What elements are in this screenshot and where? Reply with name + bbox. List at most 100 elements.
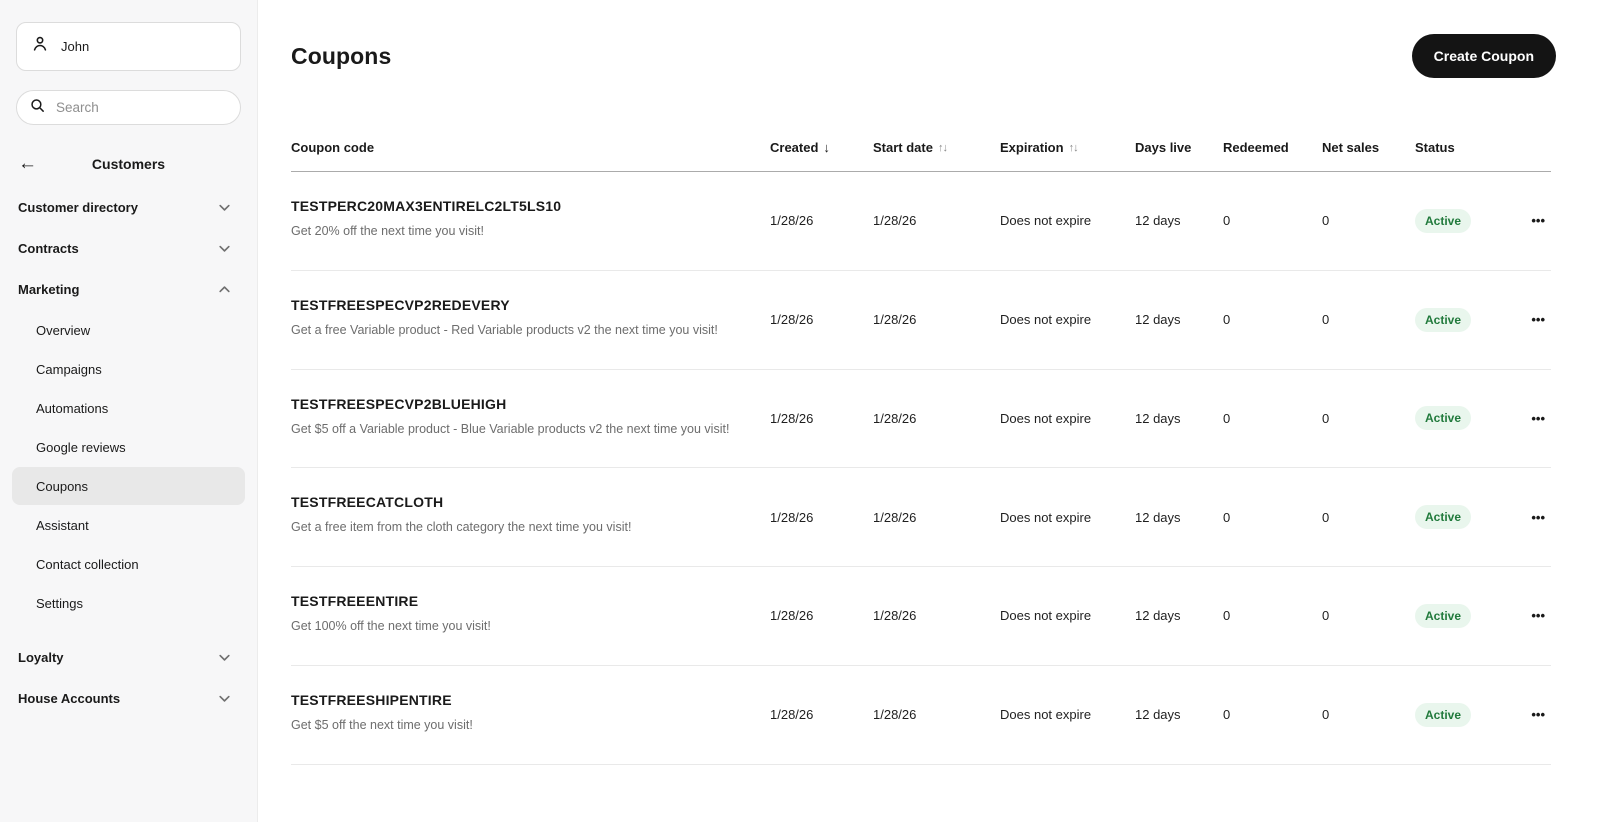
- sort-desc-icon: ↓: [823, 140, 830, 155]
- row-overflow-menu-icon[interactable]: •••: [1531, 213, 1545, 229]
- start-date: 1/28/26: [873, 509, 917, 525]
- coupon-code: TESTFREESPECVP2REDEVERY: [291, 296, 510, 313]
- expiration: Does not expire: [1000, 410, 1092, 426]
- start-date: 1/28/26: [873, 707, 917, 723]
- main-content: Coupons Create Coupon Coupon code Create…: [258, 0, 1620, 822]
- sidebar-item-settings[interactable]: Settings: [36, 595, 83, 611]
- created-date: 1/28/26: [770, 707, 814, 723]
- created-date: 1/28/26: [770, 608, 814, 624]
- net-sales: 0: [1322, 707, 1330, 723]
- net-sales: 0: [1322, 509, 1330, 525]
- expiration: Does not expire: [1000, 213, 1092, 229]
- sidebar-item-contracts[interactable]: Contracts: [16, 228, 241, 269]
- row-overflow-menu-icon[interactable]: •••: [1531, 509, 1545, 525]
- user-icon: [30, 34, 50, 59]
- days-live: 12 days: [1135, 213, 1181, 229]
- days-live: 12 days: [1135, 707, 1181, 723]
- column-header-created[interactable]: Created ↓: [770, 140, 830, 155]
- sidebar-section-title: Customers: [91, 156, 166, 172]
- coupon-description: Get 20% off the next time you visit!: [291, 224, 484, 238]
- table-row[interactable]: TESTFREESPECVP2BLUEHIGH Get $5 off a Var…: [291, 370, 1551, 469]
- search-box[interactable]: [16, 90, 241, 125]
- sort-both-icon: ↑↓: [1068, 141, 1079, 154]
- back-arrow-icon[interactable]: ←: [18, 153, 37, 174]
- created-date: 1/28/26: [770, 509, 814, 525]
- start-date: 1/28/26: [873, 608, 917, 624]
- row-overflow-menu-icon[interactable]: •••: [1531, 410, 1545, 426]
- coupon-description: Get $5 off a Variable product - Blue Var…: [291, 421, 730, 436]
- status-badge: Active: [1415, 406, 1472, 431]
- search-input[interactable]: [56, 100, 228, 115]
- chevron-up-icon: [218, 283, 231, 296]
- days-live: 12 days: [1135, 509, 1181, 525]
- sidebar-item-contact-collection[interactable]: Contact collection: [36, 556, 139, 572]
- row-overflow-menu-icon[interactable]: •••: [1531, 608, 1545, 624]
- sidebar-item-overview[interactable]: Overview: [36, 322, 91, 338]
- row-overflow-menu-icon[interactable]: •••: [1531, 707, 1545, 723]
- coupon-code: TESTFREEENTIRE: [291, 593, 419, 609]
- coupons-table: Coupon code Created ↓ Start date ↑↓ Expi…: [291, 140, 1551, 765]
- chevron-down-icon: [218, 651, 231, 664]
- start-date: 1/28/26: [873, 312, 917, 328]
- created-date: 1/28/26: [770, 410, 814, 426]
- sidebar: John ← Customers Customer directory: [0, 0, 258, 822]
- page-title: Coupons: [291, 42, 392, 69]
- user-account-button[interactable]: John: [16, 22, 241, 71]
- table-row[interactable]: TESTFREEENTIRE Get 100% off the next tim…: [291, 567, 1551, 666]
- sidebar-item-marketing[interactable]: Marketing: [16, 269, 241, 310]
- table-row[interactable]: TESTFREECATCLOTH Get a free item from th…: [291, 468, 1551, 567]
- sidebar-item-loyalty[interactable]: Loyalty: [16, 637, 241, 678]
- search-icon: [29, 97, 46, 119]
- status-badge: Active: [1415, 603, 1472, 628]
- row-overflow-menu-icon[interactable]: •••: [1531, 312, 1545, 328]
- redeemed-count: 0: [1223, 608, 1231, 624]
- column-header-coupon-code: Coupon code: [291, 140, 375, 155]
- created-date: 1/28/26: [770, 213, 814, 229]
- start-date: 1/28/26: [873, 410, 917, 426]
- expiration: Does not expire: [1000, 608, 1092, 624]
- redeemed-count: 0: [1223, 410, 1231, 426]
- coupon-description: Get a free item from the cloth category …: [291, 520, 632, 535]
- expiration: Does not expire: [1000, 509, 1092, 525]
- redeemed-count: 0: [1223, 213, 1231, 229]
- sidebar-section-header: ← Customers: [16, 152, 241, 176]
- sidebar-item-customer-directory[interactable]: Customer directory: [16, 187, 241, 228]
- coupon-description: Get $5 off the next time you visit!: [291, 717, 473, 732]
- user-name: John: [61, 39, 90, 54]
- coupon-code: TESTFREESPECVP2BLUEHIGH: [291, 395, 507, 412]
- expiration: Does not expire: [1000, 707, 1092, 723]
- column-header-days-live: Days live: [1135, 140, 1192, 155]
- redeemed-count: 0: [1223, 312, 1231, 328]
- expiration: Does not expire: [1000, 312, 1092, 328]
- net-sales: 0: [1322, 213, 1330, 229]
- create-coupon-button[interactable]: Create Coupon: [1411, 34, 1556, 78]
- table-row[interactable]: TESTPERC20MAX3ENTIRELC2LT5LS10 Get 20% o…: [291, 172, 1551, 271]
- days-live: 12 days: [1135, 312, 1181, 328]
- coupon-code: TESTFREECATCLOTH: [291, 494, 444, 511]
- table-row[interactable]: TESTFREESPECVP2REDEVERY Get a free Varia…: [291, 271, 1551, 370]
- sidebar-item-automations[interactable]: Automations: [36, 400, 109, 416]
- net-sales: 0: [1322, 410, 1330, 426]
- column-header-start-date[interactable]: Start date ↑↓: [873, 140, 948, 155]
- sort-both-icon: ↑↓: [937, 141, 948, 154]
- sidebar-nav: Customer directory Contracts Marketing: [12, 187, 245, 719]
- days-live: 12 days: [1135, 410, 1181, 426]
- chevron-down-icon: [218, 242, 231, 255]
- status-badge: Active: [1415, 208, 1472, 233]
- start-date: 1/28/26: [873, 213, 917, 229]
- sidebar-item-google-reviews[interactable]: Google reviews: [36, 439, 126, 455]
- marketing-subnav: Overview Campaigns Automations Google re…: [12, 311, 245, 622]
- table-row[interactable]: TESTFREESHIPENTIRE Get $5 off the next t…: [291, 666, 1551, 765]
- sidebar-item-assistant[interactable]: Assistant: [36, 517, 89, 533]
- redeemed-count: 0: [1223, 707, 1231, 723]
- sidebar-item-house-accounts[interactable]: House Accounts: [16, 678, 241, 719]
- column-header-expiration[interactable]: Expiration ↑↓: [1000, 140, 1079, 155]
- sidebar-item-campaigns[interactable]: Campaigns: [36, 361, 102, 377]
- coupon-code: TESTPERC20MAX3ENTIRELC2LT5LS10: [291, 198, 562, 214]
- days-live: 12 days: [1135, 608, 1181, 624]
- sidebar-item-coupons[interactable]: Coupons: [12, 467, 245, 505]
- created-date: 1/28/26: [770, 312, 814, 328]
- coupon-description: Get 100% off the next time you visit!: [291, 619, 491, 633]
- status-badge: Active: [1415, 702, 1472, 727]
